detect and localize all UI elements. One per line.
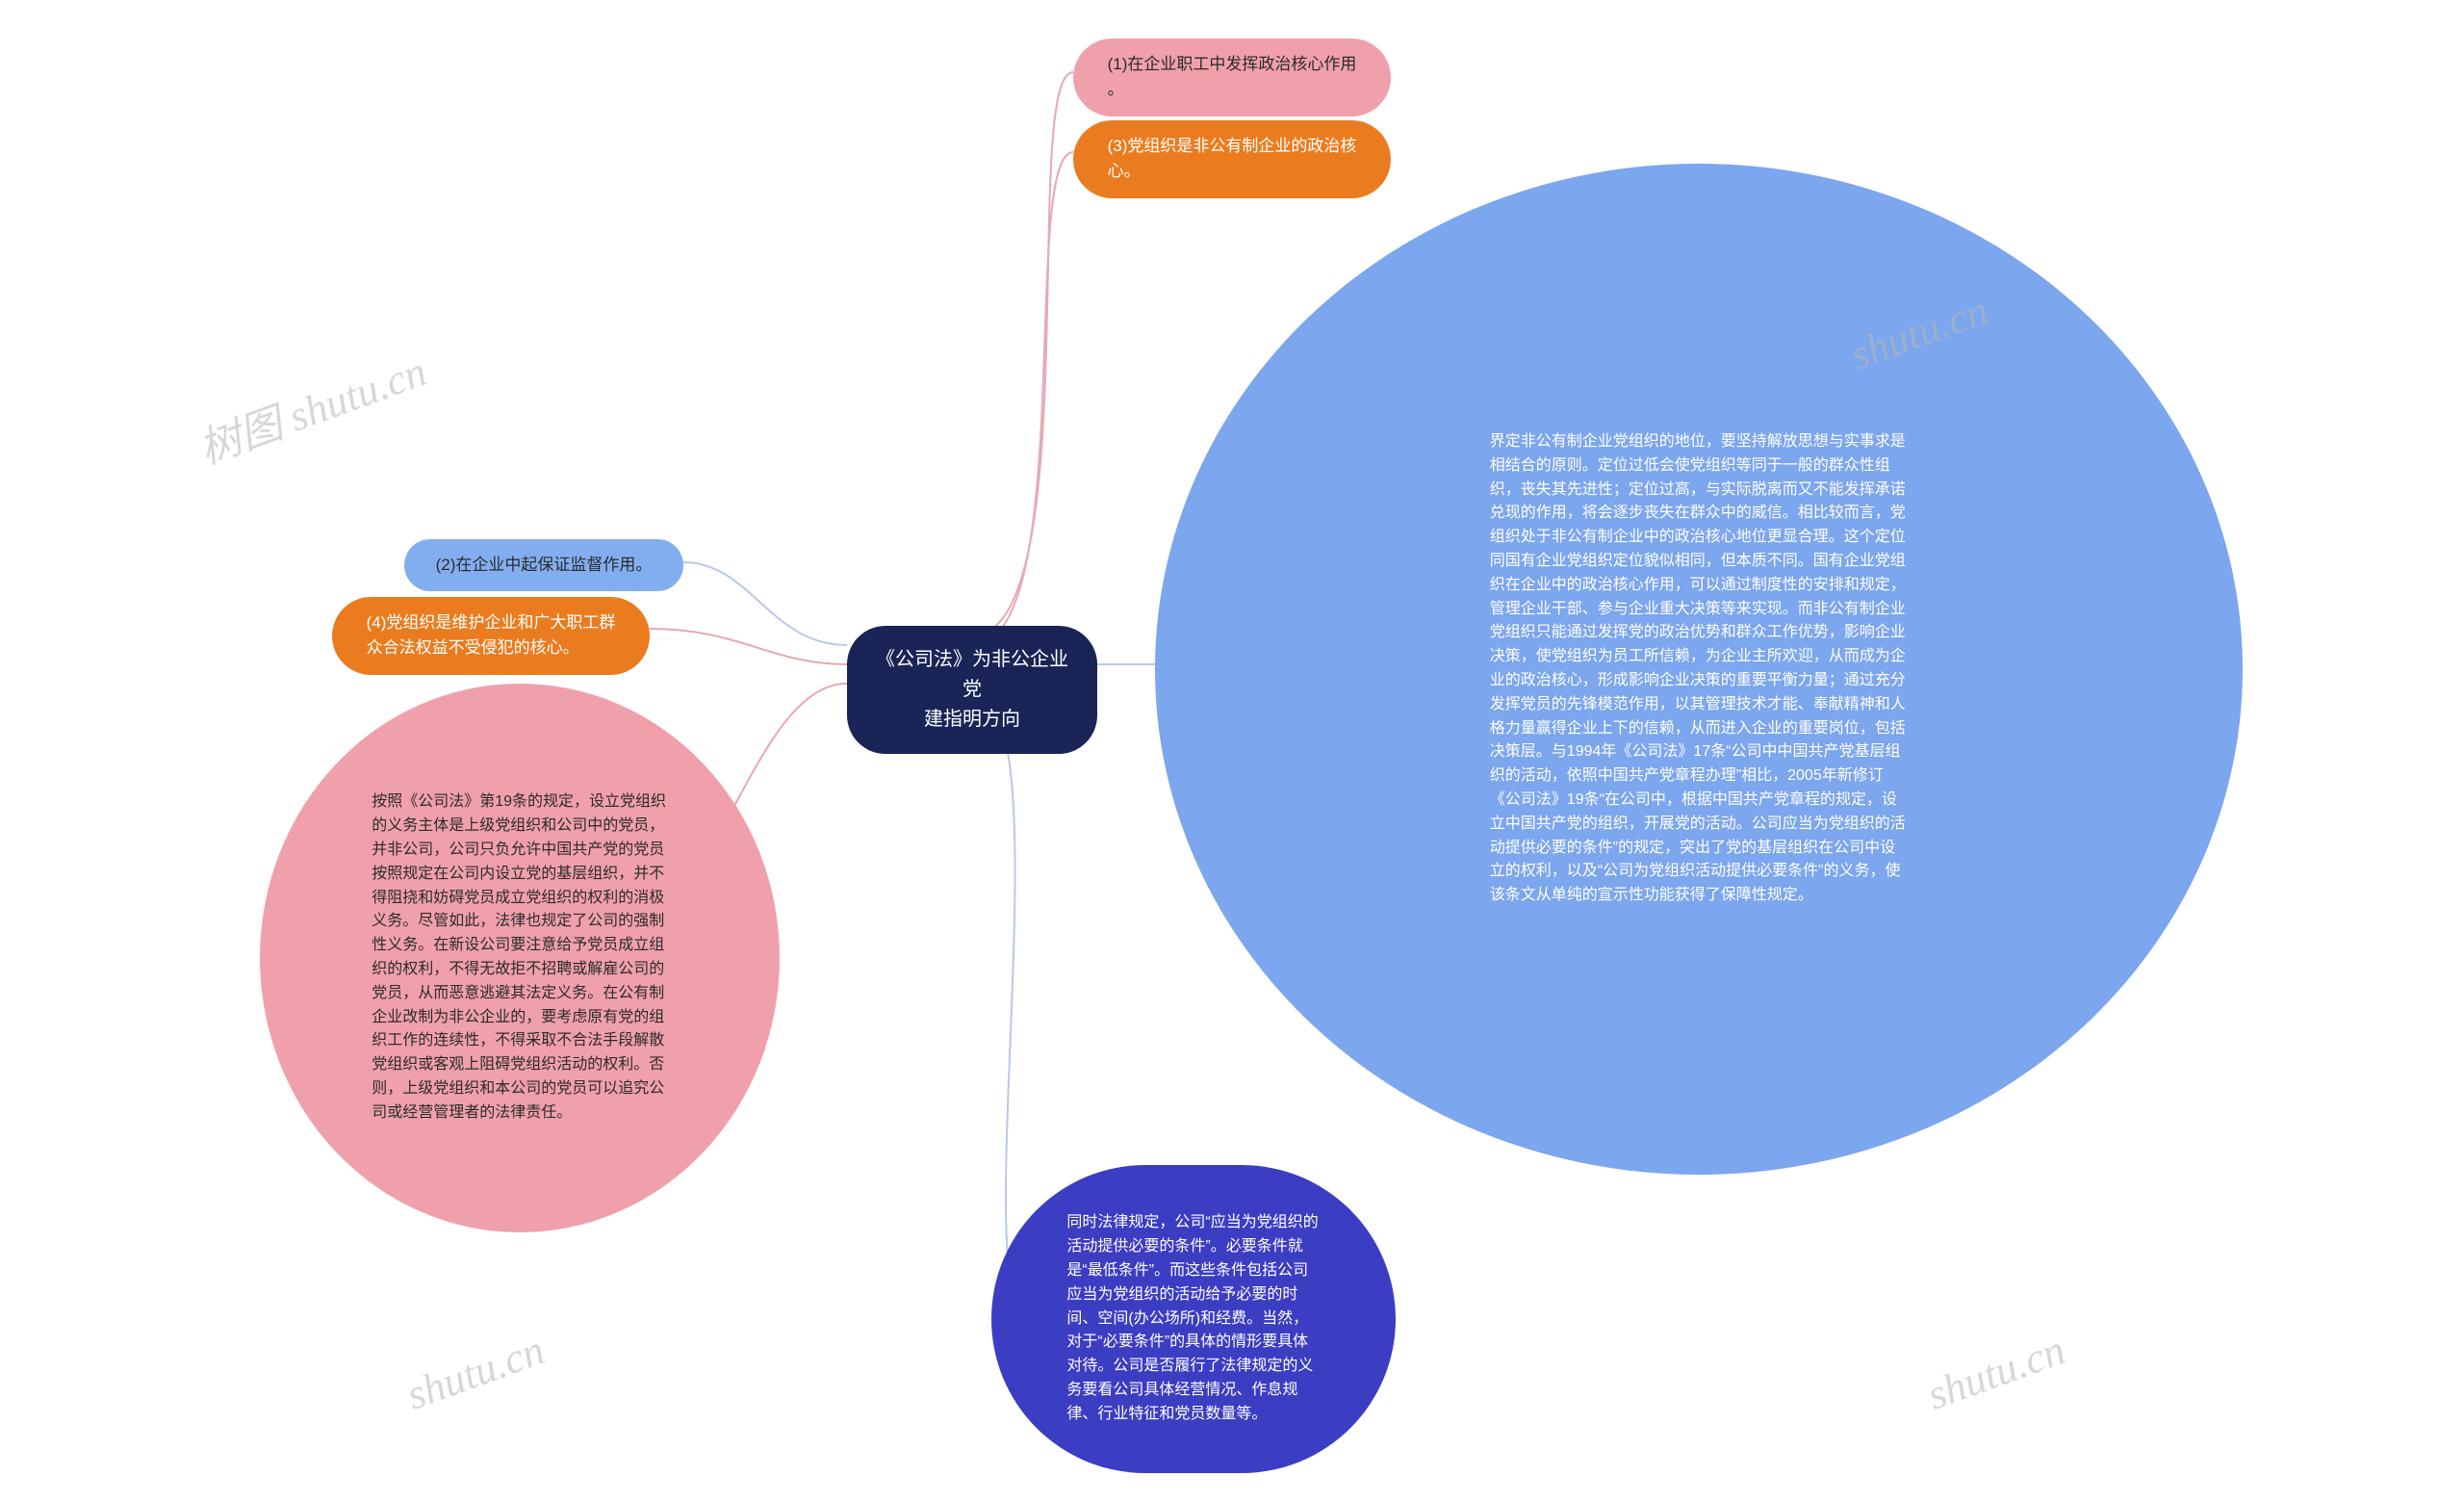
mindmap-canvas: 《公司法》为非公企业党 建指明方向 (1)在企业职工中发挥政治核心作用 。 (3… <box>0 0 2464 1502</box>
node-label: (3)党组织是非公有制企业的政治核 心。 <box>1108 134 1357 185</box>
node-body: 按照《公司法》第19条的规定，设立党组织的义务主体是上级党组织和公司中的党员，并… <box>372 790 668 1125</box>
node-define-position[interactable]: 界定非公有制企业党组织的地位，要坚持解放思想与实事求是相结合的原则。定位过低会使… <box>1155 164 2243 1175</box>
node-protect-rights[interactable]: (4)党组织是维护企业和广大职工群 众合法权益不受侵犯的核心。 <box>332 597 650 675</box>
node-political-core-role[interactable]: (1)在企业职工中发挥政治核心作用 。 <box>1073 39 1391 117</box>
watermark: shutu.cn <box>1921 1325 2071 1420</box>
node-label: (2)在企业中起保证监督作用。 <box>436 553 653 578</box>
node-label: (4)党组织是维护企业和广大职工群 众合法权益不受侵犯的核心。 <box>367 610 616 661</box>
watermark: shutu.cn <box>400 1325 551 1420</box>
watermark: 树图 shutu.cn <box>190 337 434 477</box>
node-supervision-role[interactable]: (2)在企业中起保证监督作用。 <box>404 539 683 591</box>
node-political-core-org[interactable]: (3)党组织是非公有制企业的政治核 心。 <box>1073 120 1391 198</box>
node-necessary-conditions[interactable]: 同时法律规定，公司“应当为党组织的活动提供必要的条件”。必要条件就是“最低条件”… <box>991 1165 1396 1473</box>
node-article-19-duty[interactable]: 按照《公司法》第19条的规定，设立党组织的义务主体是上级党组织和公司中的党员，并… <box>260 684 780 1232</box>
center-node[interactable]: 《公司法》为非公企业党 建指明方向 <box>847 626 1097 754</box>
center-label: 《公司法》为非公企业党 建指明方向 <box>874 645 1070 735</box>
node-body: 同时法律规定，公司“应当为党组织的活动提供必要的条件”。必要条件就是“最低条件”… <box>1066 1211 1320 1426</box>
node-label: (1)在企业职工中发挥政治核心作用 。 <box>1108 52 1357 103</box>
node-body: 界定非公有制企业党组织的地位，要坚持解放思想与实事求是相结合的原则。定位过低会使… <box>1490 430 1908 908</box>
